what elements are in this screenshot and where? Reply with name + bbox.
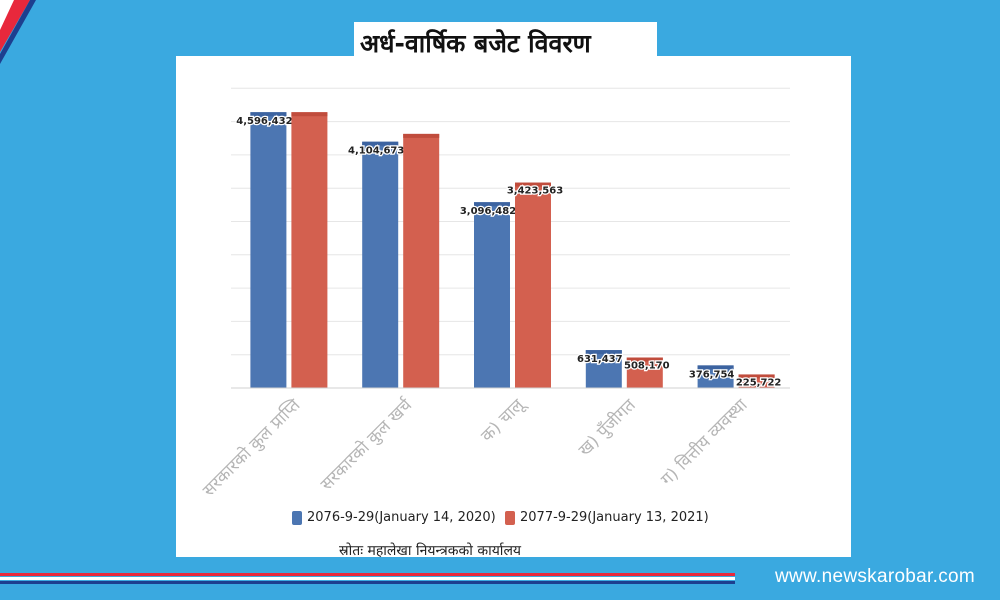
corner-ribbon-decoration xyxy=(0,0,36,64)
data-label: 225,722 xyxy=(736,377,782,388)
footer-stripes xyxy=(0,573,735,584)
legend-label-2076: 2076-9-29(January 14, 2020) xyxy=(307,510,496,525)
data-label: 4,596,432 xyxy=(236,116,292,127)
bar-2076 xyxy=(362,141,399,388)
data-label: 631,437 xyxy=(577,354,623,365)
chart-title: अर्ध-वार्षिक बजेट विवरण xyxy=(360,29,591,58)
category-label: ग) वित्तीय व्यवस्था xyxy=(656,394,752,490)
bar-2077 xyxy=(626,357,663,388)
legend-label-2077: 2077-9-29(January 13, 2021) xyxy=(520,510,709,525)
legend-item-2077: 2077-9-29(January 13, 2021) xyxy=(505,510,709,525)
legend-swatch-2076 xyxy=(292,510,302,525)
category-label: सरकारको कुल प्राप्ति xyxy=(198,394,304,500)
source-note: स्रोतः महालेखा नियन्त्रकको कार्यालय xyxy=(339,543,522,559)
bar-cap xyxy=(515,182,551,187)
category-label: सरकारको कुल खर्च xyxy=(316,394,417,495)
bar-cap xyxy=(585,350,622,355)
bar-cap xyxy=(697,365,734,370)
data-label: 3,096,482 xyxy=(460,206,516,217)
bar-cap xyxy=(403,133,440,138)
data-label: 376,754 xyxy=(689,369,735,380)
data-label: 3,423,563 xyxy=(507,186,563,197)
chart-panel: 4,596,432 सरकारको कुल प्राप्ति 4,104,673 सर… xyxy=(176,56,851,559)
legend-swatch-2077 xyxy=(505,510,515,525)
bar-cap xyxy=(738,374,775,379)
bar-2076 xyxy=(474,202,510,388)
bar-cap xyxy=(626,357,663,362)
bar-2076 xyxy=(585,350,622,388)
bar-2077 xyxy=(403,133,440,388)
bar-cap xyxy=(474,202,510,207)
category-label: ख) पुँजीगत xyxy=(574,394,640,460)
data-label: 4,104,673 xyxy=(348,146,404,157)
website-url[interactable]: www.newskarobar.com xyxy=(775,566,975,587)
bar-cap xyxy=(362,141,399,146)
bar-2076 xyxy=(250,112,287,388)
bar-cap xyxy=(291,112,328,117)
bar-2076 xyxy=(697,365,734,388)
bar-2077 xyxy=(291,112,328,388)
legend-item-2076: 2076-9-29(January 14, 2020) xyxy=(292,510,496,525)
data-label: 508,170 xyxy=(624,361,670,372)
bar-cap xyxy=(250,112,287,117)
bar-chart: 4,596,432 सरकारको कुल प्राप्ति 4,104,673 सर… xyxy=(198,87,790,501)
bar-2077 xyxy=(515,182,551,388)
category-label: क) चालू xyxy=(477,393,530,446)
